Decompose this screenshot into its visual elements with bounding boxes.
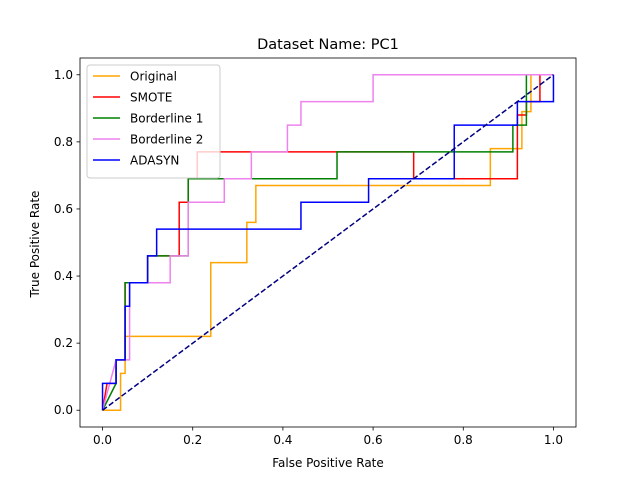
plot-area	[101, 74, 555, 411]
legend-label: SMOTE	[130, 91, 172, 105]
y-tick-label: 0.8	[54, 135, 73, 149]
legend-label: Borderline 2	[130, 133, 203, 147]
series-lines	[101, 74, 555, 411]
x-tick-label: 0.4	[273, 433, 292, 447]
x-tick-label: 0.8	[454, 433, 473, 447]
axes: 0.0 0.2 0.4 0.6 0.8 1.0 0.0 0.2 0.4 0.6 0.8 1.0	[54, 57, 577, 447]
y-tick-label: 0.4	[54, 269, 73, 283]
diagonal-reference-line	[102, 74, 554, 411]
y-tick-label: 0.2	[54, 336, 73, 350]
y-axis-label: True Positive Rate	[28, 191, 42, 299]
x-axis-label: False Positive Rate	[272, 456, 384, 470]
x-tick-label: 0.0	[93, 433, 112, 447]
y-tick-label: 0.0	[54, 403, 73, 417]
x-tick-label: 1.0	[544, 433, 563, 447]
y-tick-label: 0.6	[54, 202, 73, 216]
x-tick-label: 0.2	[183, 433, 202, 447]
legend: Original SMOTE Borderline 1 Borderline 2 ADA…	[86, 64, 221, 179]
y-tick-label: 1.0	[54, 68, 73, 82]
axes-frame	[79, 57, 577, 428]
legend-label: ADASYN	[130, 154, 179, 168]
chart-title: Dataset Name: PC1	[257, 37, 399, 53]
series-line-original	[102, 74, 554, 411]
legend-label: Borderline 1	[130, 112, 203, 126]
legend-box	[86, 64, 221, 179]
x-tick-label: 0.6	[364, 433, 383, 447]
legend-label: Original	[130, 70, 177, 84]
